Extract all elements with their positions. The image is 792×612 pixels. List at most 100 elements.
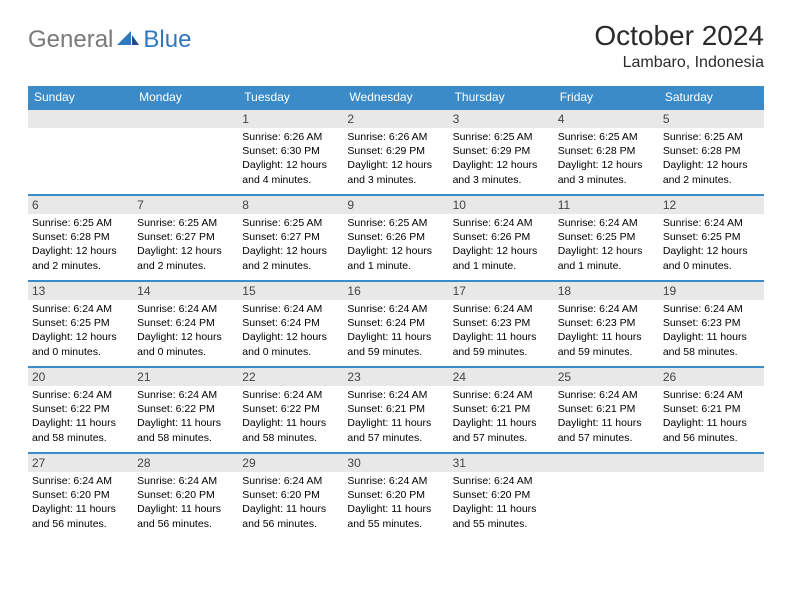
day-number: 20 xyxy=(28,368,133,386)
day-number: 30 xyxy=(343,454,448,472)
daylight-text: Daylight: 12 hours and 0 minutes. xyxy=(242,330,339,358)
day-number-bar xyxy=(659,454,764,472)
day-number: 2 xyxy=(343,110,448,128)
day-details: Sunrise: 6:24 AMSunset: 6:22 PMDaylight:… xyxy=(238,386,343,449)
title-block: October 2024 Lambaro, Indonesia xyxy=(594,20,764,72)
sunrise-text: Sunrise: 6:24 AM xyxy=(32,474,129,488)
day-number-bar xyxy=(133,110,238,128)
day-number: 7 xyxy=(133,196,238,214)
day-header: Tuesday xyxy=(238,86,343,109)
day-details: Sunrise: 6:24 AMSunset: 6:23 PMDaylight:… xyxy=(449,300,554,363)
day-cell: 23Sunrise: 6:24 AMSunset: 6:21 PMDayligh… xyxy=(343,367,448,453)
day-cell: 27Sunrise: 6:24 AMSunset: 6:20 PMDayligh… xyxy=(28,453,133,539)
day-number: 6 xyxy=(28,196,133,214)
day-cell: 17Sunrise: 6:24 AMSunset: 6:23 PMDayligh… xyxy=(449,281,554,367)
daylight-text: Daylight: 12 hours and 2 minutes. xyxy=(32,244,129,272)
day-cell: 7Sunrise: 6:25 AMSunset: 6:27 PMDaylight… xyxy=(133,195,238,281)
day-details: Sunrise: 6:24 AMSunset: 6:21 PMDaylight:… xyxy=(659,386,764,449)
sunset-text: Sunset: 6:21 PM xyxy=(663,402,760,416)
day-header-row: SundayMondayTuesdayWednesdayThursdayFrid… xyxy=(28,86,764,109)
week-row: 13Sunrise: 6:24 AMSunset: 6:25 PMDayligh… xyxy=(28,281,764,367)
day-number: 10 xyxy=(449,196,554,214)
daylight-text: Daylight: 11 hours and 59 minutes. xyxy=(453,330,550,358)
day-number: 15 xyxy=(238,282,343,300)
day-number: 5 xyxy=(659,110,764,128)
calendar-body: 1Sunrise: 6:26 AMSunset: 6:30 PMDaylight… xyxy=(28,109,764,539)
day-cell: 2Sunrise: 6:26 AMSunset: 6:29 PMDaylight… xyxy=(343,109,448,195)
sunrise-text: Sunrise: 6:25 AM xyxy=(137,216,234,230)
sunset-text: Sunset: 6:27 PM xyxy=(242,230,339,244)
day-number: 11 xyxy=(554,196,659,214)
day-number: 22 xyxy=(238,368,343,386)
sunrise-text: Sunrise: 6:24 AM xyxy=(558,216,655,230)
sunrise-text: Sunrise: 6:24 AM xyxy=(242,474,339,488)
logo-sail-icon xyxy=(117,26,139,54)
day-details: Sunrise: 6:24 AMSunset: 6:25 PMDaylight:… xyxy=(554,214,659,277)
sunset-text: Sunset: 6:28 PM xyxy=(558,144,655,158)
day-cell: 22Sunrise: 6:24 AMSunset: 6:22 PMDayligh… xyxy=(238,367,343,453)
day-number-bar xyxy=(28,110,133,128)
day-details: Sunrise: 6:26 AMSunset: 6:29 PMDaylight:… xyxy=(343,128,448,191)
day-number: 28 xyxy=(133,454,238,472)
day-number: 25 xyxy=(554,368,659,386)
day-details: Sunrise: 6:24 AMSunset: 6:25 PMDaylight:… xyxy=(659,214,764,277)
sunset-text: Sunset: 6:29 PM xyxy=(347,144,444,158)
daylight-text: Daylight: 12 hours and 3 minutes. xyxy=(558,158,655,186)
day-header: Wednesday xyxy=(343,86,448,109)
daylight-text: Daylight: 11 hours and 59 minutes. xyxy=(347,330,444,358)
day-details: Sunrise: 6:24 AMSunset: 6:21 PMDaylight:… xyxy=(554,386,659,449)
sunrise-text: Sunrise: 6:24 AM xyxy=(558,388,655,402)
sunrise-text: Sunrise: 6:24 AM xyxy=(347,302,444,316)
day-cell: 8Sunrise: 6:25 AMSunset: 6:27 PMDaylight… xyxy=(238,195,343,281)
sunset-text: Sunset: 6:24 PM xyxy=(242,316,339,330)
sunset-text: Sunset: 6:25 PM xyxy=(663,230,760,244)
sunset-text: Sunset: 6:21 PM xyxy=(453,402,550,416)
day-cell: 5Sunrise: 6:25 AMSunset: 6:28 PMDaylight… xyxy=(659,109,764,195)
sunrise-text: Sunrise: 6:24 AM xyxy=(453,474,550,488)
sunset-text: Sunset: 6:20 PM xyxy=(453,488,550,502)
sunset-text: Sunset: 6:28 PM xyxy=(32,230,129,244)
day-cell xyxy=(28,109,133,195)
day-details: Sunrise: 6:25 AMSunset: 6:27 PMDaylight:… xyxy=(133,214,238,277)
day-number: 19 xyxy=(659,282,764,300)
day-details: Sunrise: 6:25 AMSunset: 6:28 PMDaylight:… xyxy=(659,128,764,191)
day-cell xyxy=(659,453,764,539)
sunrise-text: Sunrise: 6:26 AM xyxy=(347,130,444,144)
logo-text-blue: Blue xyxy=(143,26,191,54)
day-cell: 29Sunrise: 6:24 AMSunset: 6:20 PMDayligh… xyxy=(238,453,343,539)
day-details: Sunrise: 6:24 AMSunset: 6:20 PMDaylight:… xyxy=(449,472,554,535)
day-cell: 25Sunrise: 6:24 AMSunset: 6:21 PMDayligh… xyxy=(554,367,659,453)
day-header: Sunday xyxy=(28,86,133,109)
sunset-text: Sunset: 6:20 PM xyxy=(347,488,444,502)
day-number: 18 xyxy=(554,282,659,300)
sunrise-text: Sunrise: 6:24 AM xyxy=(347,474,444,488)
daylight-text: Daylight: 12 hours and 2 minutes. xyxy=(137,244,234,272)
day-details: Sunrise: 6:24 AMSunset: 6:25 PMDaylight:… xyxy=(28,300,133,363)
header: General Blue October 2024 Lambaro, Indon… xyxy=(28,20,764,72)
day-number: 21 xyxy=(133,368,238,386)
sunset-text: Sunset: 6:24 PM xyxy=(347,316,444,330)
day-details: Sunrise: 6:24 AMSunset: 6:21 PMDaylight:… xyxy=(449,386,554,449)
daylight-text: Daylight: 11 hours and 56 minutes. xyxy=(32,502,129,530)
sunset-text: Sunset: 6:30 PM xyxy=(242,144,339,158)
day-cell: 31Sunrise: 6:24 AMSunset: 6:20 PMDayligh… xyxy=(449,453,554,539)
day-cell: 11Sunrise: 6:24 AMSunset: 6:25 PMDayligh… xyxy=(554,195,659,281)
sunrise-text: Sunrise: 6:24 AM xyxy=(347,388,444,402)
day-cell: 9Sunrise: 6:25 AMSunset: 6:26 PMDaylight… xyxy=(343,195,448,281)
day-details: Sunrise: 6:24 AMSunset: 6:22 PMDaylight:… xyxy=(28,386,133,449)
daylight-text: Daylight: 12 hours and 1 minute. xyxy=(558,244,655,272)
day-cell: 30Sunrise: 6:24 AMSunset: 6:20 PMDayligh… xyxy=(343,453,448,539)
day-cell: 20Sunrise: 6:24 AMSunset: 6:22 PMDayligh… xyxy=(28,367,133,453)
day-header: Saturday xyxy=(659,86,764,109)
day-number: 24 xyxy=(449,368,554,386)
day-cell: 18Sunrise: 6:24 AMSunset: 6:23 PMDayligh… xyxy=(554,281,659,367)
daylight-text: Daylight: 12 hours and 0 minutes. xyxy=(32,330,129,358)
day-details: Sunrise: 6:24 AMSunset: 6:20 PMDaylight:… xyxy=(28,472,133,535)
daylight-text: Daylight: 12 hours and 3 minutes. xyxy=(347,158,444,186)
sunrise-text: Sunrise: 6:26 AM xyxy=(242,130,339,144)
sunset-text: Sunset: 6:21 PM xyxy=(558,402,655,416)
sunset-text: Sunset: 6:23 PM xyxy=(663,316,760,330)
day-details: Sunrise: 6:25 AMSunset: 6:27 PMDaylight:… xyxy=(238,214,343,277)
day-details: Sunrise: 6:24 AMSunset: 6:20 PMDaylight:… xyxy=(238,472,343,535)
day-number: 13 xyxy=(28,282,133,300)
